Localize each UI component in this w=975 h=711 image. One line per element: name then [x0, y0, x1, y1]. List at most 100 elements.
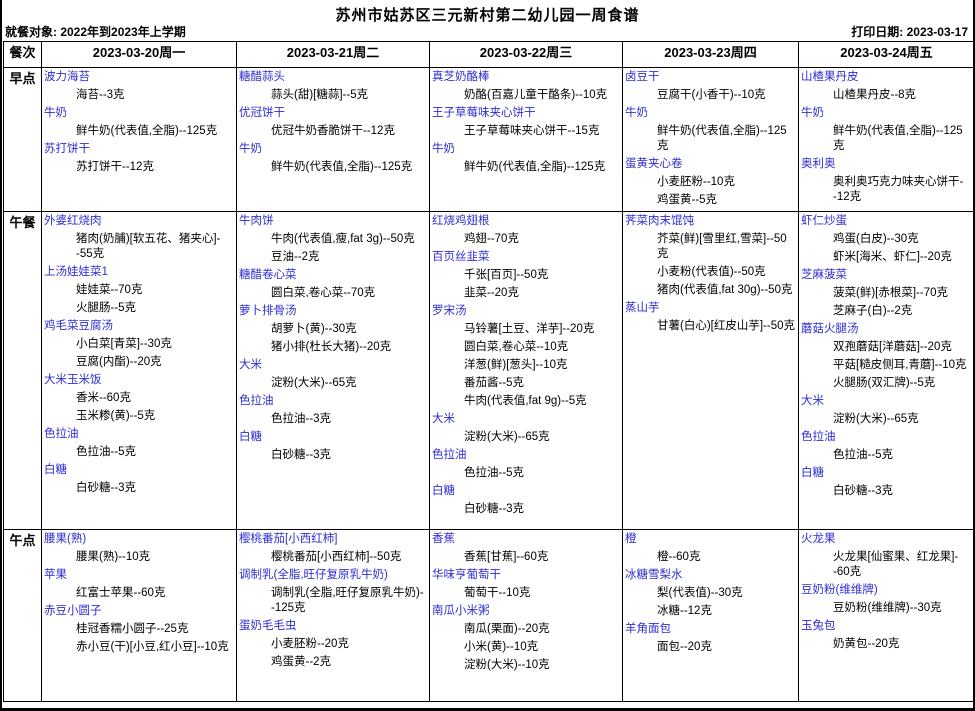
dish-name: 芝麻菠菜 — [801, 269, 847, 281]
dish-ingredient: 圆白菜,卷心菜--70克 — [271, 287, 376, 299]
dish-ingredient: 火龙果[仙蜜果、红龙果]--60克 — [833, 551, 959, 578]
dish-name: 外婆红烧肉 — [44, 215, 102, 227]
dish-name: 羊角面包 — [625, 623, 671, 635]
dish-name: 牛奶 — [239, 143, 262, 155]
dish-ingredient: 韭菜--20克 — [464, 287, 519, 299]
dish-name: 牛奶 — [801, 107, 824, 119]
dish-ingredient: 樱桃番茄[小西红柿]--50克 — [271, 551, 402, 563]
dish-ingredient: 赤小豆(干)[小豆,红小豆]--10克 — [76, 641, 229, 653]
dish-ingredient: 芝麻子(白)--2克 — [833, 305, 913, 317]
dish-name: 白糖 — [239, 431, 262, 443]
dish-ingredient: 葡萄干--10克 — [464, 587, 531, 599]
menu-cell-r2-d3: 红烧鸡翅根 鸡翅--70克 百页丝韭菜 千张[百页]--50克 韭菜--20克 罗宋汤 马铃… — [429, 211, 623, 530]
dish-ingredient: 豆奶粉(维维牌)--30克 — [833, 602, 942, 614]
dish-name: 百页丝韭菜 — [432, 251, 490, 263]
dish-ingredient: 圆白菜,卷心菜--10克 — [464, 341, 569, 353]
dish-ingredient: 鸡蛋(白皮)--30克 — [833, 233, 919, 245]
menu-cell-r3-d2: 樱桃番茄[小西红柿] 樱桃番茄[小西红柿]--50克调制乳(全脂,旺仔复原乳牛奶)… — [236, 529, 430, 702]
meal-row-2: 午餐 外婆红烧肉 猪肉(奶脯)[软五花、猪夹心]--55克 上汤娃娃菜1 娃娃菜--70… — [3, 211, 975, 530]
dish-ingredient: 苏打饼干--12克 — [76, 161, 154, 173]
dish-ingredient: 牛肉(代表值,fat 9g)--5克 — [464, 395, 587, 407]
dish-ingredient: 奥利奥巧克力味夹心饼干--12克 — [833, 176, 964, 203]
dish-name: 牛肉饼 — [239, 215, 274, 227]
dish-name: 色拉油 — [44, 428, 79, 440]
dish-name: 大米玉米饭 — [44, 374, 102, 386]
dish-ingredient: 色拉油--3克 — [271, 413, 332, 425]
menu-cell-r3-d3: 香蕉 香蕉[甘蕉]--60克 华味亨葡萄干 葡萄干--10克 南瓜小米粥 南瓜(栗面)--… — [429, 529, 623, 702]
table-header-row: 餐次 2023-03-20周一 2023-03-21周二 2023-03-22周三 2… — [3, 41, 975, 68]
dish-ingredient: 小麦胚粉--20克 — [271, 638, 349, 650]
dish-name: 腰果(熟) — [44, 533, 87, 545]
dish-name: 糖醋卷心菜 — [239, 269, 297, 281]
dish-ingredient: 甘薯(白心)[红皮山芋]--50克 — [657, 320, 795, 332]
dish-ingredient: 色拉油--5克 — [464, 467, 525, 479]
dish-name: 鸡毛菜豆腐汤 — [44, 320, 113, 332]
day-header-5: 2023-03-24周五 — [798, 41, 975, 68]
dish-ingredient: 千张[百页]--50克 — [464, 269, 549, 281]
day-header-4: 2023-03-23周四 — [622, 41, 799, 68]
dish-name: 苹果 — [44, 569, 67, 581]
dish-ingredient: 小麦粉(代表值)--50克 — [657, 266, 766, 278]
dish-ingredient: 淀粉(大米)--65克 — [464, 431, 550, 443]
dish-name: 南瓜小米粥 — [432, 605, 490, 617]
dish-ingredient: 豆油--2克 — [271, 251, 320, 263]
dish-ingredient: 猪肉(奶脯)[软五花、猪夹心]--55克 — [76, 233, 221, 260]
dish-ingredient: 腰果(熟)--10克 — [76, 551, 151, 563]
dish-ingredient: 梨(代表值)--30克 — [657, 587, 743, 599]
dish-ingredient: 鸡蛋黄--5克 — [657, 194, 718, 206]
meal-row-3: 午点 腰果(熟) 腰果(熟)--10克 苹果 红富士苹果--60克 赤豆小圆子 桂冠香糯小圆… — [3, 529, 975, 702]
dish-ingredient: 鲜牛奶(代表值,全脂)--125克 — [76, 125, 218, 137]
meal-label: 早点 — [3, 67, 42, 212]
menu-cell-r1-d5: 山楂果丹皮山楂果丹皮--8克 牛奶 鲜牛奶(代表值,全脂)--125克奥利奥奥利奥巧… — [798, 67, 975, 212]
meta-row: 就餐对象: 2022年到2023年上学期 打印日期: 2023-03-17 — [3, 23, 972, 41]
dish-ingredient: 山楂果丹皮--8克 — [833, 89, 917, 101]
meal-column-header: 餐次 — [3, 41, 42, 68]
dish-ingredient: 奶黄包--20克 — [833, 638, 900, 650]
menu-cell-r2-d2: 牛肉饼 牛肉(代表值,瘦,fat 3g)--50克 豆油--2克 糖醋卷心菜 圆白菜,卷… — [236, 211, 430, 530]
dish-ingredient: 小白菜[青菜]--30克 — [76, 338, 172, 350]
dish-ingredient: 猪肉(代表值,fat 30g)--50克 — [657, 284, 793, 296]
dish-name: 蒸山芋 — [625, 302, 660, 314]
meal-label: 午餐 — [3, 211, 42, 530]
dish-ingredient: 芥菜(鲜)[雪里红,雪菜]--50克 — [657, 233, 787, 260]
dish-ingredient: 冰糖--12克 — [657, 605, 712, 617]
dish-name: 樱桃番茄[小西红柿] — [239, 533, 338, 545]
print-date-label: 打印日期: 2023-03-17 — [851, 25, 968, 39]
dish-name: 白糖 — [432, 485, 455, 497]
dish-name: 调制乳(全脂,旺仔复原乳牛奶) — [239, 569, 388, 581]
dish-ingredient: 玉米糁(黄)--5克 — [76, 410, 156, 422]
dish-name: 白糖 — [801, 467, 824, 479]
dish-ingredient: 桂冠香糯小圆子--25克 — [76, 623, 189, 635]
dish-name: 山楂果丹皮 — [801, 71, 859, 83]
menu-cell-r1-d3: 真芝奶酪棒 奶酪(百嘉儿童干酪条)--10克 王子草莓味夹心饼干 王子草莓味夹心饼干-… — [429, 67, 623, 212]
dish-ingredient: 鸡翅--70克 — [464, 233, 519, 245]
dish-ingredient: 橙--60克 — [657, 551, 701, 563]
dish-ingredient: 海苔--3克 — [76, 89, 125, 101]
menu-table: 餐次 2023-03-20周一 2023-03-21周二 2023-03-22周三 2… — [3, 41, 975, 702]
dish-ingredient: 火腿肠--5克 — [76, 302, 137, 314]
dish-ingredient: 淀粉(大米)--65克 — [833, 413, 919, 425]
dish-ingredient: 猪小排(杜长大猪)--20克 — [271, 341, 392, 353]
dish-name: 牛奶 — [625, 107, 648, 119]
menu-cell-r3-d5: 火龙果 火龙果[仙蜜果、红龙果]--60克 豆奶粉(维维牌) 豆奶粉(维维牌)--30… — [798, 529, 975, 702]
dish-ingredient: 虾米[海米、虾仁]--20克 — [833, 251, 952, 263]
dish-name: 牛奶 — [44, 107, 67, 119]
dish-ingredient: 香蕉[甘蕉]--60克 — [464, 551, 549, 563]
dish-name: 冰糖雪梨水 — [625, 569, 683, 581]
meal-label: 午点 — [3, 529, 42, 702]
dish-ingredient: 白砂糖--3克 — [76, 482, 137, 494]
dish-ingredient: 小麦胚粉--10克 — [657, 176, 735, 188]
dish-ingredient: 调制乳(全脂,旺仔复原乳牛奶)--125克 — [271, 587, 424, 614]
dish-name: 上汤娃娃菜1 — [44, 266, 108, 278]
dish-name: 白糖 — [44, 464, 67, 476]
dish-name: 奥利奥 — [801, 158, 836, 170]
dish-name: 蘑菇火腿汤 — [801, 323, 859, 335]
dish-name: 豆奶粉(维维牌) — [801, 584, 878, 596]
dish-name: 荠菜肉末馄饨 — [625, 215, 694, 227]
dish-name: 罗宋汤 — [432, 305, 467, 317]
dish-name: 红烧鸡翅根 — [432, 215, 490, 227]
dish-ingredient: 鲜牛奶(代表值,全脂)--125克 — [833, 125, 963, 152]
dish-ingredient: 平菇[糙皮侧耳,青蘑]--10克 — [833, 359, 967, 371]
dish-ingredient: 白砂糖--3克 — [271, 449, 332, 461]
